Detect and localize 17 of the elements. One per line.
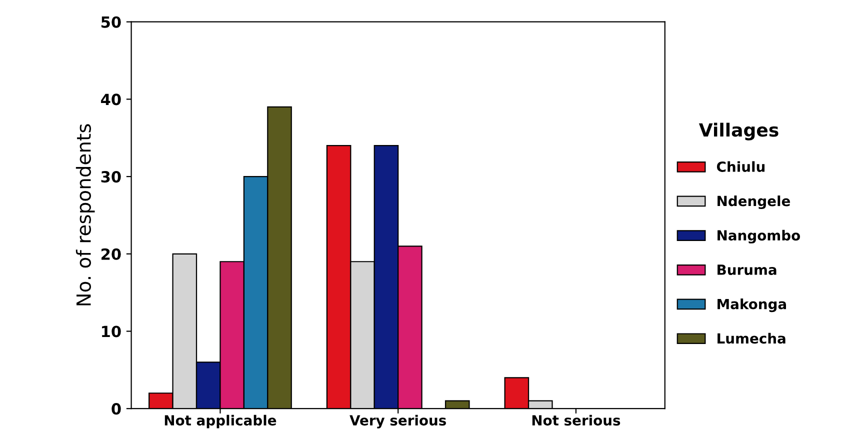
legend-label: Nangombo (718, 230, 800, 244)
legend-label: Lumecha (718, 332, 786, 344)
y-tick-label: 10 (102, 326, 121, 338)
y-tick-label: 0 (112, 403, 121, 415)
x-tick-label: Very serious (350, 414, 446, 428)
y-tick-label: 30 (101, 171, 121, 183)
legend-label: Chiulu (716, 161, 764, 172)
x-tick-label: Not applicable (164, 414, 276, 428)
y-tick-label: 40 (100, 94, 121, 106)
legend-label: Buruma (718, 264, 776, 276)
y-axis-title: No. of respondents (76, 124, 95, 306)
y-tick-label: 50 (101, 16, 121, 28)
legend-label: Makonga (718, 298, 786, 312)
x-tick-label: Not serious (532, 414, 620, 426)
legend-title: Villages (698, 122, 778, 140)
y-tick-label: 20 (102, 248, 121, 260)
legend-label: Ndengele (718, 195, 790, 210)
